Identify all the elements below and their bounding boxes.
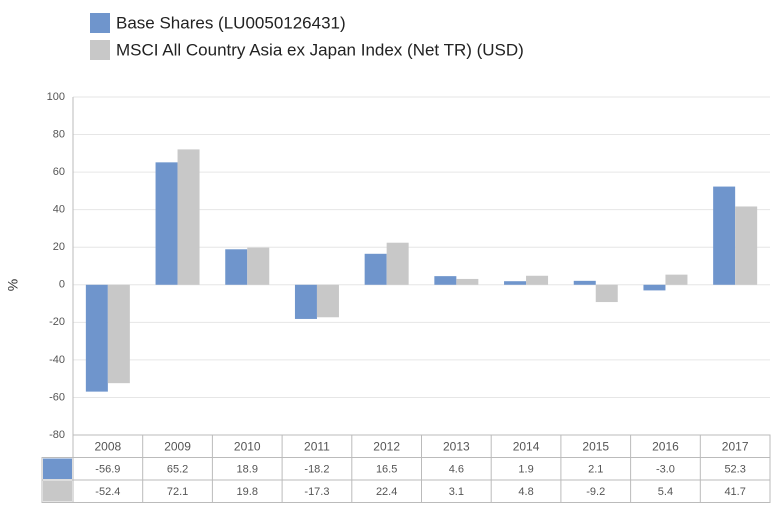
- bar: [364, 253, 387, 285]
- table-value: 5.4: [658, 486, 673, 498]
- table-value: 19.8: [237, 486, 258, 498]
- y-tick-label: 60: [53, 166, 65, 178]
- bar: [713, 186, 736, 285]
- y-tick-label: 40: [53, 204, 65, 216]
- table-value: 4.6: [449, 464, 464, 476]
- table-value: 72.1: [167, 486, 188, 498]
- x-tick-label: 2013: [443, 439, 470, 453]
- bar: [735, 206, 758, 285]
- bar: [526, 275, 549, 285]
- bar: [595, 284, 618, 303]
- table-value: 22.4: [376, 486, 397, 498]
- bar: [456, 278, 479, 285]
- bar: [107, 284, 130, 384]
- y-tick-label: 20: [53, 241, 65, 253]
- table-value: 2.1: [588, 464, 603, 476]
- bar: [177, 149, 200, 285]
- table-value: 3.1: [449, 486, 464, 498]
- table-value: -17.3: [304, 486, 329, 498]
- table-value: 4.8: [518, 486, 533, 498]
- table-value: -52.4: [95, 486, 120, 498]
- y-tick-label: 0: [59, 279, 65, 291]
- legend-swatch: [90, 13, 110, 33]
- x-tick-label: 2015: [582, 439, 609, 453]
- y-tick-label: 80: [53, 128, 65, 140]
- bar: [225, 249, 248, 285]
- table-value: 18.9: [237, 464, 258, 476]
- bar: [434, 276, 457, 285]
- bar: [85, 284, 108, 392]
- bar: [504, 281, 527, 285]
- bar: [155, 162, 178, 285]
- bar: [665, 274, 688, 285]
- x-tick-label: 2014: [513, 439, 540, 453]
- legend-swatch: [90, 40, 110, 60]
- bar: [386, 242, 409, 285]
- table-value: 16.5: [376, 464, 397, 476]
- y-tick-label: -40: [49, 354, 65, 366]
- bar: [294, 284, 317, 319]
- bar: [316, 284, 339, 318]
- table-value: 41.7: [724, 486, 745, 498]
- table-swatch: [43, 458, 72, 479]
- table-value: -18.2: [304, 464, 329, 476]
- bar: [247, 247, 270, 285]
- x-tick-label: 2012: [373, 439, 400, 453]
- bar: [573, 280, 596, 285]
- x-tick-label: 2011: [304, 439, 330, 453]
- x-tick-label: 2009: [164, 439, 191, 453]
- y-tick-label: 100: [47, 91, 65, 103]
- table-value: 65.2: [167, 464, 188, 476]
- y-tick-label: -60: [49, 391, 65, 403]
- legend-label: MSCI All Country Asia ex Japan Index (Ne…: [116, 40, 524, 59]
- legend-label: Base Shares (LU0050126431): [116, 13, 346, 32]
- bar: [643, 284, 666, 291]
- x-tick-label: 2016: [652, 439, 679, 453]
- table-value: -9.2: [586, 486, 605, 498]
- y-axis-label: %: [5, 279, 21, 291]
- x-tick-label: 2010: [234, 439, 261, 453]
- table-value: -3.0: [656, 464, 675, 476]
- table-value: 52.3: [724, 464, 745, 476]
- table-swatch: [43, 481, 72, 502]
- x-tick-label: 2008: [94, 439, 121, 453]
- table-value: -56.9: [95, 464, 120, 476]
- y-tick-label: -80: [49, 429, 65, 441]
- y-tick-label: -20: [49, 316, 65, 328]
- table-value: 1.9: [518, 464, 533, 476]
- x-tick-label: 2017: [722, 439, 749, 453]
